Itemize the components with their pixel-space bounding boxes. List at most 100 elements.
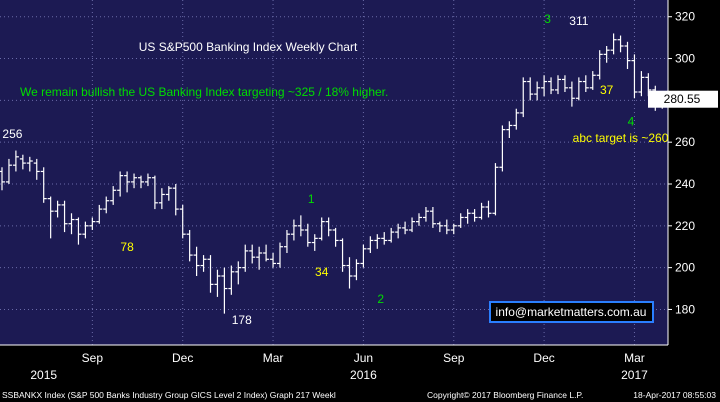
annotation-label: 178 — [232, 313, 252, 327]
ohlc-bar — [221, 267, 228, 314]
annotation-label: 1 — [308, 192, 315, 206]
annotation-label: 78 — [120, 240, 134, 254]
ohlc-bar — [450, 223, 457, 235]
watermark-email[interactable]: info@marketmatters.com.au — [496, 305, 647, 319]
ohlc-bar — [346, 257, 353, 289]
ohlc-bar — [388, 227, 395, 243]
x-tick-label: Sep — [82, 351, 104, 365]
ohlc-bar — [471, 209, 478, 222]
ohlc-bar — [207, 255, 214, 293]
ohlc-bar — [61, 200, 68, 233]
ohlc-bar — [12, 150, 19, 172]
ohlc-bar — [228, 265, 235, 295]
ohlc-bar — [596, 50, 603, 80]
plot-area — [0, 0, 668, 345]
x-tick-label: Mar — [263, 351, 284, 365]
ohlc-bar — [339, 238, 346, 272]
ohlc-bar — [235, 261, 242, 285]
ohlc-bar — [575, 77, 582, 101]
ohlc-bar — [429, 207, 436, 228]
ohlc-bar — [520, 77, 527, 118]
ohlc-bar — [124, 171, 131, 193]
ohlc-bar — [5, 158, 12, 184]
annotation-label: 256 — [2, 127, 22, 141]
ohlc-bar — [26, 156, 33, 172]
footer-description: SSBANKX Index (S&P 500 Banks Industry Gr… — [2, 390, 336, 400]
ohlc-bar — [138, 175, 144, 189]
ohlc-bar — [297, 215, 304, 237]
ohlc-bar — [214, 269, 221, 297]
ohlc-bar — [534, 81, 541, 101]
ohlc-bar — [395, 223, 402, 239]
ohlc-bar — [506, 121, 513, 138]
y-tick-label: 320 — [675, 10, 695, 24]
ohlc-bar — [54, 200, 61, 218]
ohlc-bar — [40, 167, 47, 203]
copyright-text: Copyright© 2017 Bloomberg Finance L.P. — [427, 390, 583, 400]
ohlc-bar — [304, 223, 311, 247]
x-tick-label: Jun — [354, 351, 373, 365]
ohlc-bar — [582, 75, 589, 92]
ohlc-bar — [457, 213, 464, 228]
ohlc-bar — [638, 71, 645, 97]
annotation-label: 2 — [377, 292, 384, 306]
ohlc-bar — [492, 163, 499, 216]
ohlc-bar — [249, 244, 256, 264]
ohlc-bar — [478, 202, 485, 220]
ohlc-bar — [360, 244, 367, 268]
ohlc-bar — [0, 167, 5, 191]
ohlc-bar — [165, 186, 172, 201]
ohlc-bar — [568, 81, 575, 107]
ohlc-bar — [131, 173, 138, 189]
ohlc-bar — [200, 255, 207, 272]
last-price-label: 280.55 — [664, 92, 701, 106]
ohlc-bar — [256, 246, 263, 270]
ohlc-bar — [263, 244, 270, 262]
ohlc-bar — [158, 188, 165, 210]
year-label: 2016 — [350, 368, 377, 382]
ohlc-bar — [103, 196, 110, 214]
price-bars — [0, 33, 666, 314]
x-axis: Sep Dec Mar Jun Sep Dec Mar 2015 2016 2017 — [0, 344, 668, 382]
last-price-marker: 280.55 — [648, 90, 718, 108]
ohlc-bar — [311, 234, 318, 251]
x-tick-label: Dec — [533, 351, 554, 365]
ohlc-bar — [151, 175, 158, 210]
ohlc-bar — [110, 186, 117, 205]
ohlc-bar — [283, 230, 290, 253]
year-label: 2017 — [621, 368, 648, 382]
ohlc-bar — [332, 227, 339, 247]
watermark-box[interactable]: info@marketmatters.com.au — [489, 301, 654, 323]
ohlc-bar — [82, 221, 89, 239]
ohlc-bar — [527, 77, 534, 101]
ohlc-bar — [589, 71, 596, 90]
y-tick-label: 180 — [675, 302, 695, 316]
ohlc-bar — [548, 77, 555, 95]
ohlc-bar — [318, 217, 325, 241]
ohlc-bar — [75, 217, 82, 245]
ohlc-bar — [172, 184, 179, 216]
ohlc-bar — [436, 221, 443, 233]
ohlc-bar — [541, 75, 548, 97]
y-tick-label: 300 — [675, 52, 695, 66]
ohlc-bar — [186, 230, 193, 262]
annotation-label: abc target is ~260 — [573, 131, 669, 145]
ohlc-bar — [617, 35, 624, 53]
ohlc-bar — [89, 217, 96, 230]
x-tick-label: Dec — [172, 351, 193, 365]
ohlc-bar — [68, 213, 75, 235]
ohlc-bar — [631, 54, 638, 99]
ohlc-bar — [325, 217, 332, 237]
x-tick-label: Sep — [443, 351, 465, 365]
ohlc-bar — [117, 171, 124, 197]
ohlc-bar — [179, 204, 186, 239]
ohlc-bar — [422, 207, 429, 222]
y-tick-label: 260 — [675, 135, 695, 149]
ohlc-bar — [144, 173, 151, 187]
ohlc-bar — [499, 125, 506, 172]
annotation-label: 34 — [315, 265, 329, 279]
ohlc-bar — [33, 158, 40, 180]
ohlc-bar — [402, 221, 409, 235]
ohlc-bar — [561, 75, 568, 92]
